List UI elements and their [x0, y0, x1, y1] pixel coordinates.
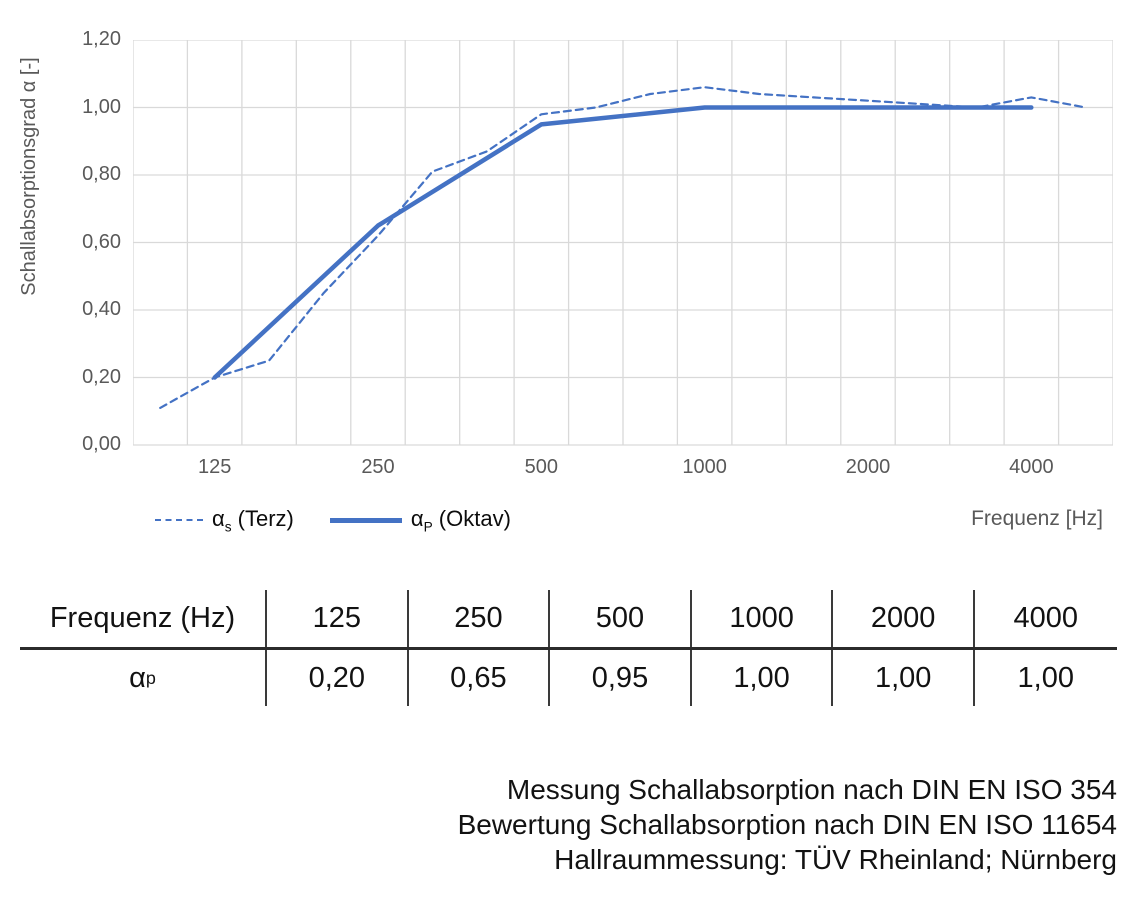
x-tick-label: 500	[524, 456, 559, 478]
solid-line-sample	[329, 517, 402, 523]
x-tick-label: 125	[197, 456, 232, 478]
table-value-cell: 0,95	[550, 650, 692, 706]
y-tick-label: 0,20	[82, 365, 121, 388]
table-frequency-cell: 2000	[833, 590, 975, 647]
x-tick-label: 250	[361, 456, 395, 478]
table-frequency-cell: 1000	[692, 590, 834, 647]
x-axis-title: Frequenz [Hz]	[971, 507, 1103, 530]
absorption-chart: Schallabsorptionsgrad α [-] 0,00 0,20 0,40…	[18, 28, 1113, 534]
table-header-row: Frequenz (Hz) 125 250 500 1000 2000 4000	[20, 590, 1117, 650]
legend-item-terz: αs (Terz)	[155, 506, 294, 534]
legend-label-terz: αs (Terz)	[212, 506, 294, 535]
table-value-cell: 1,00	[833, 650, 975, 706]
table-frequency-cell: 125	[267, 590, 409, 647]
x-tick-label: 2000	[845, 456, 891, 478]
legend-item-oktav: αP (Oktav)	[329, 506, 511, 535]
annotation-line: Hallraummessung: TÜV Rheinland; Nürnberg	[554, 844, 1117, 875]
y-tick-label: 1,20	[82, 28, 121, 50]
table-value-cell: 0,20	[267, 650, 409, 706]
y-tick-label: 0,00	[82, 433, 121, 455]
annotation-line: Bewertung Schallabsorption nach DIN EN I…	[457, 809, 1117, 840]
annotation-line: Messung Schallabsorption nach DIN EN ISO…	[506, 774, 1117, 805]
series-oktav-line	[212, 105, 1034, 380]
series-lines	[159, 86, 1087, 409]
y-tick-label: 1,00	[82, 95, 121, 118]
y-tick-label: 0,60	[82, 230, 121, 253]
y-tick-label: 0,40	[82, 298, 121, 320]
table-frequency-cell: 250	[409, 590, 551, 647]
x-tick-label: 4000	[1009, 456, 1054, 478]
table-value-cell: 1,00	[1017, 661, 1074, 694]
table-value-cell: 0,65	[409, 650, 551, 706]
table-header-label: Frequenz (Hz)	[20, 590, 267, 647]
legend-label-oktav: αP (Oktav)	[410, 506, 511, 535]
legend: αs (Terz) αP (Oktav)	[155, 506, 511, 534]
table-frequency-cell: 4000	[1013, 602, 1079, 634]
annotation-block: Messung Schallabsorption nach DIN EN ISO…	[0, 772, 1117, 877]
table-frequency-cell: 500	[550, 590, 692, 647]
plot-area	[133, 40, 1113, 446]
x-tick-label: 1000	[682, 456, 727, 478]
series-terz-line	[159, 86, 1087, 409]
dashed-line-sample	[155, 519, 203, 522]
y-tick-label: 0,80	[82, 163, 121, 185]
table-value-cell: 1,00	[692, 650, 834, 706]
